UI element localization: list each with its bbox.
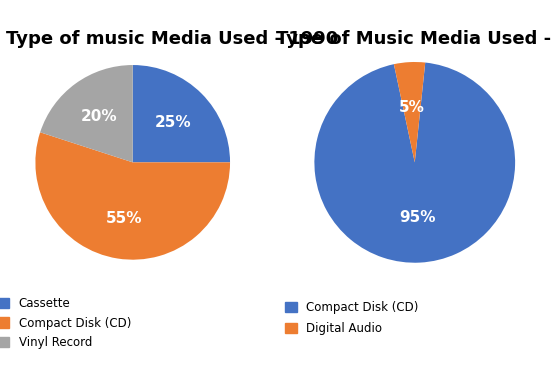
Text: 20%: 20%: [81, 109, 118, 124]
Text: 95%: 95%: [399, 210, 436, 225]
Wedge shape: [133, 65, 230, 162]
Legend: Compact Disk (CD), Digital Audio: Compact Disk (CD), Digital Audio: [285, 301, 419, 335]
Legend: Cassette, Compact Disk (CD), Vinyl Record: Cassette, Compact Disk (CD), Vinyl Recor…: [0, 297, 131, 349]
Text: Type of music Media Used - 1990: Type of music Media Used - 1990: [6, 30, 338, 48]
Text: 25%: 25%: [154, 115, 191, 130]
Wedge shape: [315, 62, 515, 263]
Wedge shape: [40, 65, 133, 162]
Text: Type of Music Media Used - 2000: Type of Music Media Used - 2000: [276, 30, 553, 48]
Wedge shape: [394, 62, 425, 162]
Wedge shape: [35, 132, 230, 260]
Text: 55%: 55%: [106, 211, 142, 225]
Text: 5%: 5%: [399, 100, 425, 115]
